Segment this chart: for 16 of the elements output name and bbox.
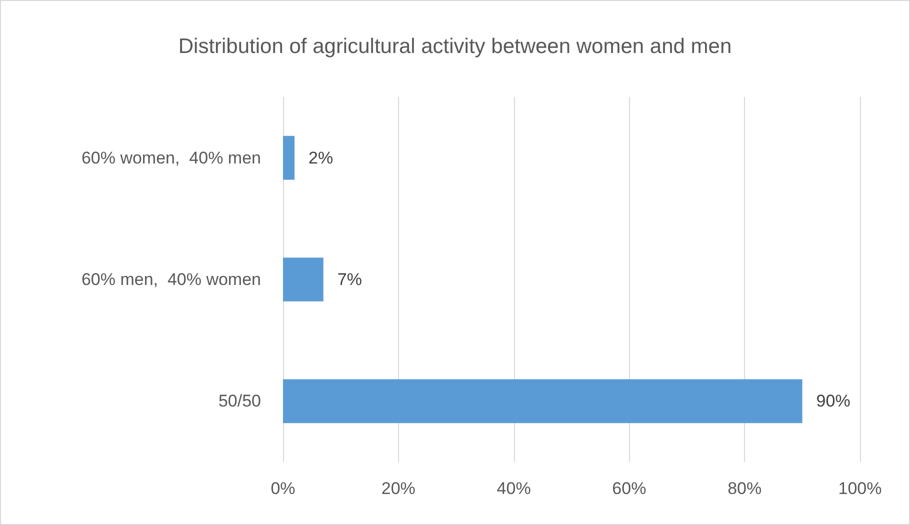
- chart-title: Distribution of agricultural activity between women and men: [178, 35, 732, 58]
- x-tick-label: 60%: [612, 479, 646, 498]
- data-label: 7%: [337, 270, 362, 289]
- data-label: 2%: [308, 148, 334, 168]
- data-label: 90%: [816, 392, 850, 411]
- y-tick-label: 50/50: [218, 392, 261, 411]
- bar: [283, 136, 295, 180]
- x-tick-label: 40%: [496, 479, 531, 498]
- y-tick-label: 60% men, 40% women: [81, 270, 261, 289]
- y-tick-label: 60% women, 40% men: [81, 148, 261, 168]
- x-tick-label: 20%: [381, 479, 416, 498]
- x-tick-label: 80%: [728, 479, 762, 498]
- bar: [283, 379, 802, 424]
- x-tick-label: 0%: [270, 479, 296, 498]
- bar: [283, 258, 324, 302]
- x-tick-label: 100%: [838, 479, 882, 498]
